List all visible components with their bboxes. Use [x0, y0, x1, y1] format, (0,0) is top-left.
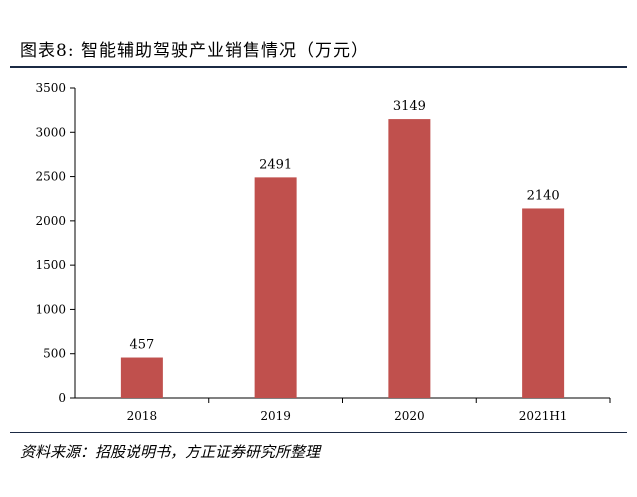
x-tick-label-2021H1: 2021H1 — [519, 409, 568, 423]
y-tick-label: 2000 — [35, 214, 66, 228]
bars — [120, 119, 565, 399]
y-tick-label: 500 — [43, 347, 66, 361]
source-note: 资料来源：招股说明书，方正证券研究所整理 — [20, 443, 321, 461]
top-rule — [10, 66, 627, 68]
y-tick-label: 3000 — [35, 125, 66, 139]
x-tick-label-2018: 2018 — [127, 409, 158, 423]
data-labels: 457 2491 3149 2140 — [129, 99, 559, 352]
y-tick-label: 1500 — [35, 258, 66, 272]
y-tick-label: 2500 — [35, 170, 66, 184]
figure-title: 图表8: 智能辅助驾驶产业销售情况（万元） — [20, 41, 369, 61]
axes: 0 500 1000 1500 2000 2500 3000 3500 2018 2019 2020… — [35, 81, 611, 423]
data-label-2020: 3149 — [393, 99, 426, 114]
y-tick-label: 3500 — [35, 81, 66, 95]
y-tick-label: 1000 — [35, 302, 66, 316]
x-tick-label-2020: 2020 — [394, 409, 425, 423]
data-label-2018: 457 — [129, 338, 154, 353]
y-tick-label: 0 — [58, 391, 66, 405]
data-label-2019: 2491 — [259, 157, 292, 172]
x-tick-label-2019: 2019 — [260, 409, 291, 423]
bar-2019 — [254, 177, 297, 398]
bar-2021H1 — [522, 208, 565, 398]
bar-2020 — [388, 119, 431, 399]
bottom-rule — [10, 432, 627, 433]
data-label-2021H1: 2140 — [527, 188, 560, 203]
bar-2018 — [120, 357, 163, 398]
